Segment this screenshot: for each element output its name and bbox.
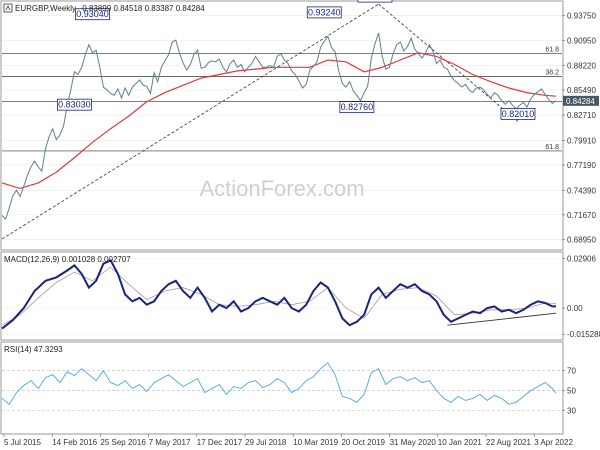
price-callout-box [357,0,393,3]
price-callout-label: 0.82010 [502,109,535,119]
price-callout-box [339,101,375,114]
rsi-panel-title: RSI(14) 47.3293 [4,345,63,354]
price-tick-label: 0.90950 [567,37,596,46]
rsi-tick-label: 30 [567,406,576,415]
macd-grid [2,258,562,335]
price-panel-title: EURGBP,Weekly 0.83899 0.84518 0.83387 0.… [3,3,205,13]
x-tick-label: 17 Dec 2017 [197,438,243,447]
price-panel-frame [0,0,564,251]
x-tick-label: 22 Aug 2021 [486,438,531,447]
rsi-tick-label: 70 [567,367,576,376]
watermark-text: ActionForex.com [199,176,364,201]
macd-panel-frame [0,251,564,341]
fibonacci-lines: 61.8 38.2 61.8 [2,46,562,152]
macd-y-axis: 0.02906 0.00 -0.015288 [562,254,600,339]
x-tick-label: 5 Jul 2015 [4,438,41,447]
rsi-y-axis: 70 50 30 [562,367,576,415]
price-callout-label: 0.93040 [76,9,109,19]
svg-text:EURGBP,Weekly 0.83899 0.: EURGBP,Weekly 0.83899 0.84518 0.83387 0.… [15,4,205,13]
price-callouts: 0.94990 0.93040 0.93240 0.83030 0.82760 0.820… [57,0,536,120]
ohlc-readout: 0.83899 0.84518 0.83387 0.84284 [82,4,205,13]
price-series-line [1,32,557,221]
x-tick-label: 3 Apr 2022 [534,438,573,447]
price-callout-label: 0.82760 [341,102,374,112]
rsi-panel-frame [0,341,564,435]
price-tick-label: 0.71670 [567,211,596,220]
x-tick-label: 29 Jul 2018 [245,438,287,447]
trendline [1,3,379,240]
price-tick-label: 0.82710 [567,111,596,120]
price-tick-label: 0.79910 [567,136,596,145]
fibonacci-label: 61.8 [545,144,559,151]
macd-tick-label: 0.00 [567,304,583,313]
price-tick-label: 0.93750 [567,11,596,20]
macd-panel-title: MACD(12,26,9) 0.001028 0.002707 [4,255,131,264]
x-tick-label: 31 May 2020 [390,438,437,447]
x-axis: 5 Jul 2015 14 Feb 2016 25 Sep 2016 7 May 20… [3,434,573,447]
price-callout-box [75,8,110,21]
last-price-label: 0.84284 [566,97,595,106]
price-y-axis: 0.93750 0.90950 0.88220 0.85490 0.82710 0.799… [562,11,596,244]
rsi-levels [2,370,562,411]
price-tick-label: 0.85490 [567,86,596,95]
price-callout-label: 0.83030 [58,100,91,110]
price-callout-box [306,6,342,19]
price-tick-label: 0.68950 [567,235,596,244]
x-tick-label: 7 May 2017 [149,438,191,447]
rsi-line [1,362,557,405]
price-callout-label: 0.93240 [308,7,341,17]
x-tick-label: 20 Oct 2019 [341,438,385,447]
x-tick-label: 10 Mar 2019 [293,438,338,447]
macd-tick-label: -0.015288 [567,330,600,339]
last-price-tag: 0.84284 [563,95,599,106]
macd-tick-label: 0.02906 [567,254,596,263]
macd-line [1,258,556,330]
trendline [378,3,519,122]
last-price-box [563,95,599,106]
fibonacci-label: 38.2 [545,69,559,76]
price-tick-label: 0.77190 [567,161,596,170]
rsi-tick-label: 50 [567,386,576,395]
fibonacci-label: 61.8 [545,46,559,53]
price-callout-box [57,98,92,111]
price-callout-label: 0.94990 [359,0,392,2]
price-tick-label: 0.88220 [567,61,596,70]
moving-average-line [1,52,557,190]
price-tick-label: 0.74390 [567,186,596,195]
price-trendlines [1,3,519,240]
price-callout-box [500,107,536,120]
x-tick-label: 14 Feb 2016 [52,438,97,447]
macd-trendline [447,312,557,326]
x-tick-label: 10 Jan 2021 [438,438,483,447]
symbol-label: EURGBP,Weekly [15,4,76,13]
x-tick-label: 25 Sep 2016 [100,438,146,447]
